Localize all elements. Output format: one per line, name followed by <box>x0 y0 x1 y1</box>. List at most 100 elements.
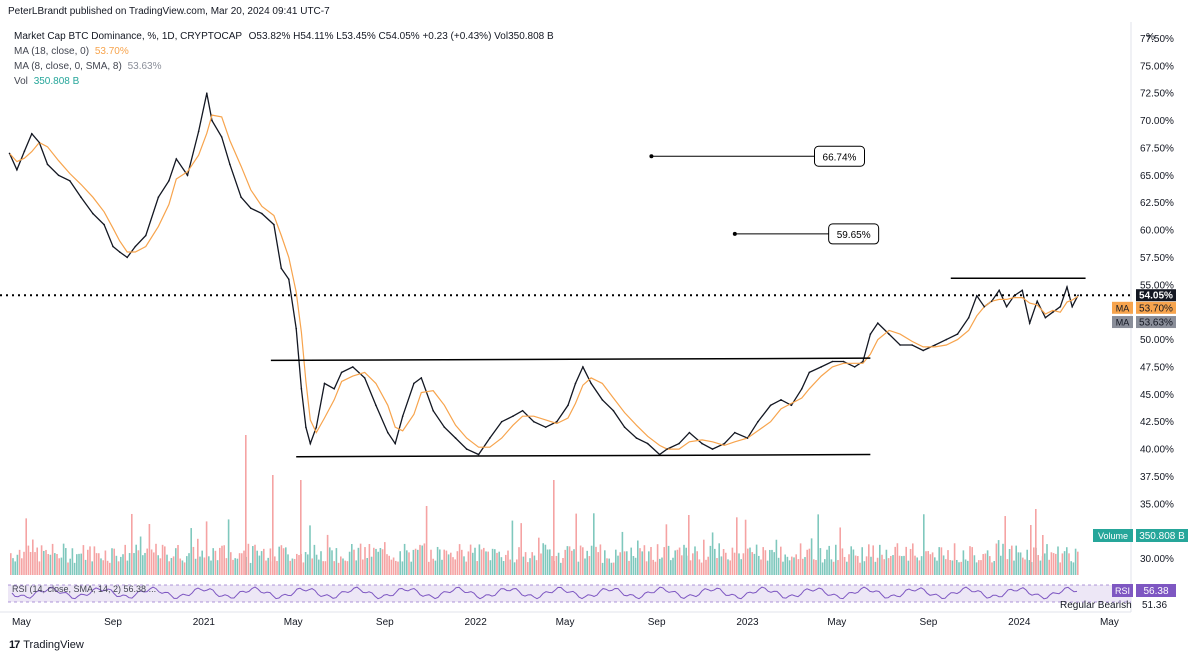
volume-bar <box>260 551 263 575</box>
volume-bar <box>982 554 984 575</box>
price-point <box>888 333 890 335</box>
volume-bar <box>931 552 934 575</box>
price-point <box>1071 305 1073 308</box>
volume-bar <box>25 518 27 575</box>
volume-bar <box>225 558 228 575</box>
volume-bar <box>916 557 918 575</box>
volume-bar <box>419 544 421 575</box>
volume-bar <box>964 559 967 575</box>
volume-bar <box>821 562 824 575</box>
volume-bar <box>214 550 217 575</box>
volume-bar <box>115 555 118 575</box>
volume-bar <box>21 558 23 575</box>
volume-bar <box>1017 552 1020 575</box>
volume-bar <box>177 544 179 575</box>
volume-bar <box>846 561 848 575</box>
price-point <box>197 130 200 133</box>
volume-bar <box>962 550 965 575</box>
trendline <box>296 453 871 458</box>
volume-bar <box>881 554 883 575</box>
price-point <box>574 382 577 385</box>
volume-bar <box>978 560 980 575</box>
volume-bar <box>313 544 316 575</box>
ma18-row[interactable]: MA (18, close, 0) 53.70% <box>14 44 554 59</box>
volume-bar <box>958 562 960 575</box>
volume-bar <box>421 545 423 575</box>
volume-bar <box>667 545 670 575</box>
volume-bar <box>234 558 236 575</box>
volume-bar <box>106 560 109 575</box>
annotation-label: 59.65% <box>837 230 871 241</box>
vol-row[interactable]: Vol 350.808 B <box>14 74 554 89</box>
volume-bar <box>956 559 958 575</box>
volume-bar <box>883 559 885 575</box>
volume-bar <box>346 561 349 575</box>
volume-bar <box>986 550 989 575</box>
volume-bar <box>764 550 767 575</box>
volume-bar <box>843 556 846 575</box>
volume-bar <box>681 555 683 575</box>
volume-bar <box>925 551 927 575</box>
volume-bar <box>18 549 21 575</box>
price-point <box>288 278 290 281</box>
volume-bar <box>606 558 608 575</box>
volume-bar <box>901 556 903 575</box>
ma8-row[interactable]: MA (8, close, 0, SMA, 8) 53.63% <box>14 59 554 74</box>
volume-bar <box>621 531 624 575</box>
price-point <box>734 431 736 434</box>
volume-bar <box>1070 561 1072 575</box>
volume-bar <box>876 557 879 575</box>
rsi-badge-label: RSI <box>1115 586 1130 596</box>
volume-bar <box>353 549 355 575</box>
volume-bar <box>777 557 780 575</box>
price-point <box>323 382 326 385</box>
volume-bar <box>703 539 705 575</box>
volume-bar <box>980 560 982 575</box>
price-point <box>175 158 178 160</box>
rsi-badge <box>1136 584 1176 597</box>
volume-bar <box>430 549 432 575</box>
volume-bar <box>887 558 890 575</box>
x-tick-label: May <box>1100 617 1119 628</box>
x-tick-label: Sep <box>920 617 938 628</box>
volume-bar <box>45 549 47 575</box>
volume-bar <box>766 560 769 575</box>
volume-bar <box>247 543 250 575</box>
volume-bar <box>942 555 945 575</box>
volume-bar <box>797 559 800 575</box>
price-point <box>701 442 703 445</box>
volume-bar <box>815 560 817 575</box>
volume-bar <box>527 562 529 575</box>
volume-bar <box>830 559 833 575</box>
price-point <box>413 382 415 385</box>
x-tick-label: 2023 <box>736 617 759 628</box>
volume-bar <box>716 558 718 575</box>
tradingview-logo[interactable]: 17 TradingView <box>9 639 84 651</box>
volume-bar <box>111 548 113 575</box>
volume-spike <box>1042 535 1044 575</box>
ma-badge-tag-label: MA <box>1116 318 1130 328</box>
volume-bar <box>945 559 947 575</box>
price-point <box>601 399 604 401</box>
volume-bar <box>560 562 562 575</box>
price-point <box>688 431 691 434</box>
volume-bar <box>597 552 599 575</box>
volume-bar <box>806 549 808 575</box>
symbol-row[interactable]: Market Cap BTC Dominance, %, 1D, CRYPTOC… <box>14 29 554 44</box>
volume-bar <box>27 545 30 575</box>
volume-bar <box>936 560 938 575</box>
volume-bar <box>243 550 245 575</box>
vol-label: Vol <box>14 76 28 87</box>
volume-bar <box>582 547 584 575</box>
volume-bar <box>1033 547 1035 575</box>
volume-bar <box>727 559 729 575</box>
volume-bar <box>223 545 225 575</box>
volume-bar <box>953 543 956 575</box>
price-badge <box>1136 316 1176 329</box>
volume-bar <box>487 551 489 575</box>
ma8-label: MA (8, close, 0, SMA, 8) <box>14 61 122 72</box>
volume-bar <box>555 555 558 575</box>
price-point <box>465 448 468 450</box>
volume-spike <box>272 475 274 575</box>
